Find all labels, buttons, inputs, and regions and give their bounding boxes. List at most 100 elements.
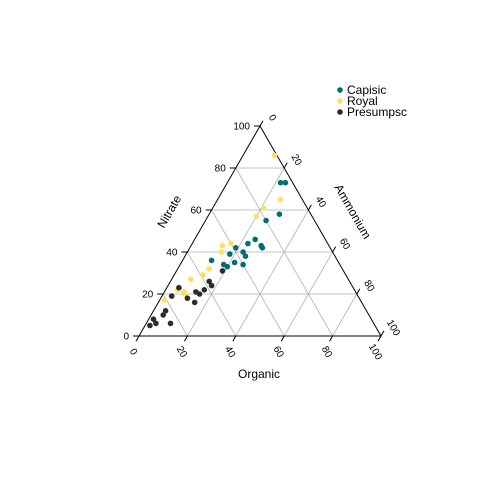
legend-marker — [337, 87, 343, 93]
data-point — [184, 295, 191, 302]
data-point — [227, 251, 233, 257]
tick-mark-ammonium — [283, 162, 288, 169]
data-point — [162, 308, 169, 314]
data-point — [200, 272, 206, 278]
data-point — [245, 240, 251, 247]
data-point — [240, 261, 246, 268]
tick-mark-organic — [280, 335, 285, 342]
grid-line-organic — [211, 209, 285, 337]
grid-line-organic — [187, 251, 237, 337]
data-point — [208, 257, 215, 264]
data-point — [277, 196, 284, 203]
data-point — [153, 320, 159, 327]
grid-line-ammonium — [332, 293, 358, 337]
tick-label-nitrate: 80 — [215, 164, 227, 175]
tick-label-ammonium: 20 — [289, 153, 304, 169]
tick-mark-organic — [232, 335, 237, 342]
data-point — [277, 179, 284, 186]
legend-label: Royal — [347, 94, 378, 108]
triangle-frame — [138, 124, 382, 337]
data-point — [260, 205, 267, 211]
data-point — [201, 287, 208, 293]
data-point — [219, 242, 226, 249]
data-point — [188, 276, 194, 283]
data-point — [276, 211, 283, 217]
data-point — [228, 240, 234, 247]
tick-label-organic: 40 — [222, 345, 237, 361]
data-point — [206, 266, 212, 272]
tick-label-ammonium: 0 — [266, 113, 279, 124]
tick-label-nitrate: 20 — [142, 290, 154, 301]
data-point — [224, 263, 231, 270]
data-point — [160, 312, 166, 318]
axis-label-organic: Organic — [238, 367, 280, 381]
tick-mark-ammonium — [380, 330, 385, 337]
axis-label-ammonium: Ammonium — [331, 182, 373, 242]
tick-mark-organic — [135, 335, 140, 342]
data-points — [147, 152, 289, 329]
data-point — [176, 284, 182, 291]
series-royal — [161, 152, 284, 304]
data-point — [167, 320, 174, 327]
data-point — [168, 293, 175, 299]
data-point — [282, 179, 289, 186]
tick-mark-ammonium — [259, 120, 264, 127]
tick-label-nitrate: 100 — [233, 122, 250, 133]
series-presumpsc — [147, 268, 226, 329]
tick-label-ammonium: 80 — [361, 279, 376, 295]
tick-label-organic: 100 — [366, 342, 384, 362]
grid-line-ammonium — [235, 209, 309, 337]
data-point — [263, 217, 269, 224]
grid-lines — [162, 167, 358, 337]
axis-label-nitrate: Nitrate — [154, 192, 184, 230]
data-point — [233, 245, 239, 251]
legend-item-capisic: Capisic — [337, 83, 386, 97]
tick-mark-ammonium — [332, 246, 337, 253]
tick-label-organic: 20 — [174, 345, 189, 361]
data-point — [271, 152, 278, 159]
data-point — [182, 291, 188, 297]
tick-label-organic: 60 — [271, 345, 286, 361]
data-point — [191, 299, 198, 306]
tick-mark-ammonium — [307, 204, 312, 211]
tick-label-organic: 0 — [127, 347, 140, 358]
data-point — [253, 213, 260, 220]
data-point — [161, 297, 168, 304]
grid-line-ammonium — [283, 251, 333, 337]
data-point — [240, 249, 246, 255]
data-point — [218, 249, 225, 255]
tick-label-ammonium: 40 — [313, 195, 328, 211]
tick-label-ammonium: 60 — [337, 237, 352, 253]
legend-item-presumpsc: Presumpsc — [337, 105, 407, 119]
tick-mark-organic — [329, 335, 334, 342]
triangle-border — [138, 124, 382, 337]
tick-mark-ammonium — [356, 288, 361, 295]
grid-line-organic — [162, 293, 188, 337]
data-point — [259, 245, 266, 251]
legend: Capisic Royal Presumpsc — [337, 83, 407, 119]
data-point — [196, 291, 203, 297]
data-point — [252, 236, 258, 243]
tick-mark-organic — [377, 335, 382, 342]
tick-label-nitrate: 60 — [190, 206, 202, 217]
tick-label-nitrate: 0 — [123, 332, 129, 343]
data-point — [208, 282, 215, 289]
tick-label-organic: 80 — [319, 345, 334, 361]
data-point — [147, 322, 153, 329]
legend-marker — [337, 98, 343, 104]
data-point — [150, 316, 157, 323]
data-point — [206, 278, 212, 285]
legend-item-royal: Royal — [337, 94, 378, 108]
legend-marker — [337, 109, 343, 115]
legend-label: Presumpsc — [347, 105, 407, 119]
data-point — [242, 253, 249, 259]
tick-mark-organic — [183, 335, 188, 342]
legend-label: Capisic — [347, 83, 386, 97]
tick-label-ammonium: 100 — [384, 318, 402, 338]
data-point — [231, 259, 238, 266]
tick-label-nitrate: 40 — [166, 248, 178, 259]
series-capisic — [208, 179, 289, 270]
data-point — [219, 268, 226, 274]
